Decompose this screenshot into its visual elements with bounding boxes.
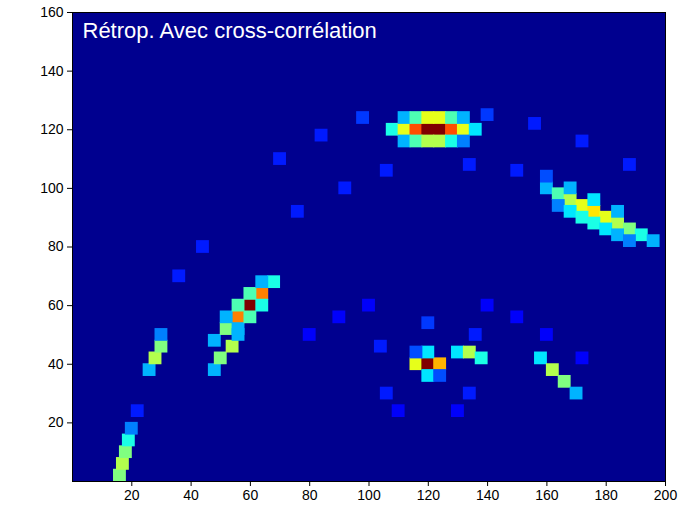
svg-text:160: 160	[535, 487, 559, 503]
svg-text:80: 80	[302, 487, 318, 503]
svg-text:100: 100	[357, 487, 381, 503]
svg-text:120: 120	[40, 121, 64, 137]
svg-text:60: 60	[243, 487, 259, 503]
svg-text:20: 20	[48, 414, 64, 430]
svg-text:40: 40	[183, 487, 199, 503]
svg-text:160: 160	[40, 4, 64, 20]
svg-text:120: 120	[417, 487, 441, 503]
svg-text:20: 20	[124, 487, 140, 503]
svg-text:140: 140	[40, 63, 64, 79]
svg-text:60: 60	[48, 297, 64, 313]
svg-text:200: 200	[654, 487, 678, 503]
svg-text:Rétrop. Avec cross-corrélation: Rétrop. Avec cross-corrélation	[83, 18, 377, 43]
svg-text:40: 40	[48, 356, 64, 372]
svg-text:100: 100	[40, 180, 64, 196]
svg-text:80: 80	[48, 238, 64, 254]
svg-text:140: 140	[476, 487, 500, 503]
svg-text:180: 180	[595, 487, 619, 503]
